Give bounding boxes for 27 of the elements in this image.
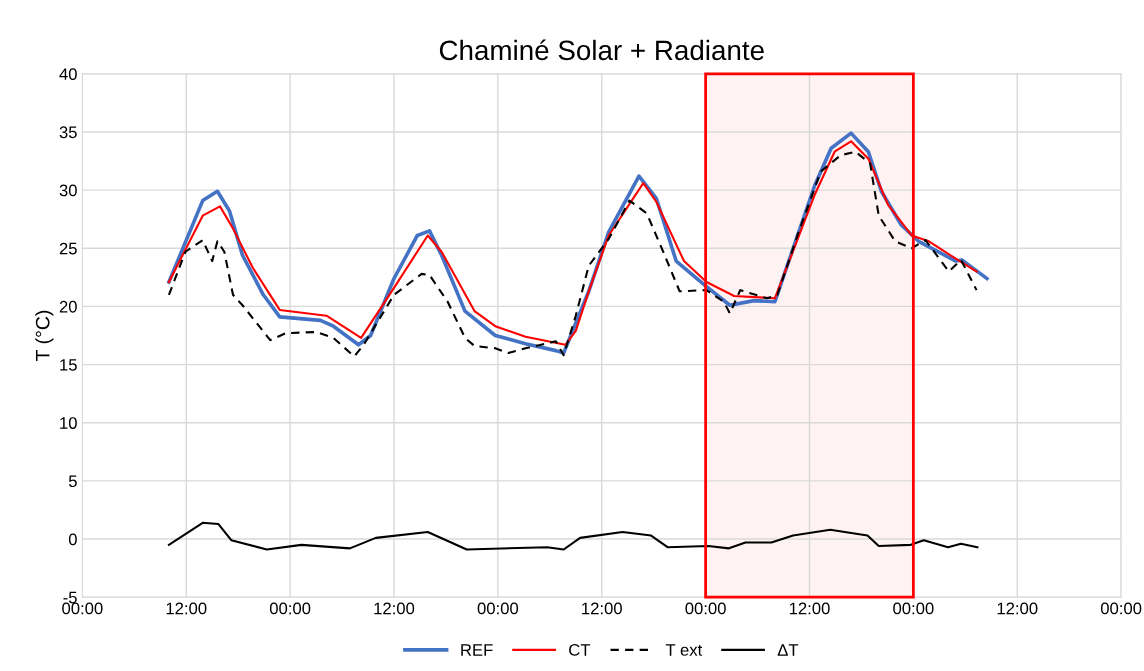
x-tick-label: 00:00 bbox=[477, 602, 519, 615]
x-tick-label: 00:00 bbox=[893, 602, 934, 615]
x-tick-label: 12:00 bbox=[582, 602, 622, 615]
y-tick-label: 30 bbox=[59, 184, 77, 197]
legend-label: REF bbox=[461, 644, 493, 656]
x-tick-label: 12:00 bbox=[997, 602, 1038, 615]
x-tick-label: 00:00 bbox=[62, 602, 103, 615]
y-tick-label: -5 bbox=[63, 591, 77, 604]
y-tick-label: 10 bbox=[60, 417, 77, 429]
x-tick-label: 12:00 bbox=[789, 602, 830, 615]
y-tick-label: 0 bbox=[68, 533, 77, 546]
y-tick-label: 15 bbox=[60, 359, 77, 371]
legend-label: CT bbox=[569, 644, 591, 656]
x-tick-label: 00:00 bbox=[1100, 602, 1142, 615]
y-tick-label: 40 bbox=[59, 68, 77, 81]
x-tick-label: 00:00 bbox=[685, 602, 726, 615]
y-tick-label: 5 bbox=[68, 475, 77, 488]
y-axis-title: T (°C) bbox=[35, 310, 54, 361]
chart-title: Chaminé Solar + Radiante bbox=[439, 39, 764, 61]
legend-label: T ext bbox=[665, 644, 703, 656]
x-tick-label: 00:00 bbox=[269, 602, 311, 615]
y-tick-label: 25 bbox=[59, 242, 77, 255]
x-tick-label: 12:00 bbox=[374, 602, 415, 615]
y-tick-label: 35 bbox=[59, 126, 77, 139]
y-tick-label: 20 bbox=[59, 300, 77, 313]
x-tick-label: 12:00 bbox=[166, 602, 207, 615]
legend-label: ΔT bbox=[777, 644, 799, 656]
